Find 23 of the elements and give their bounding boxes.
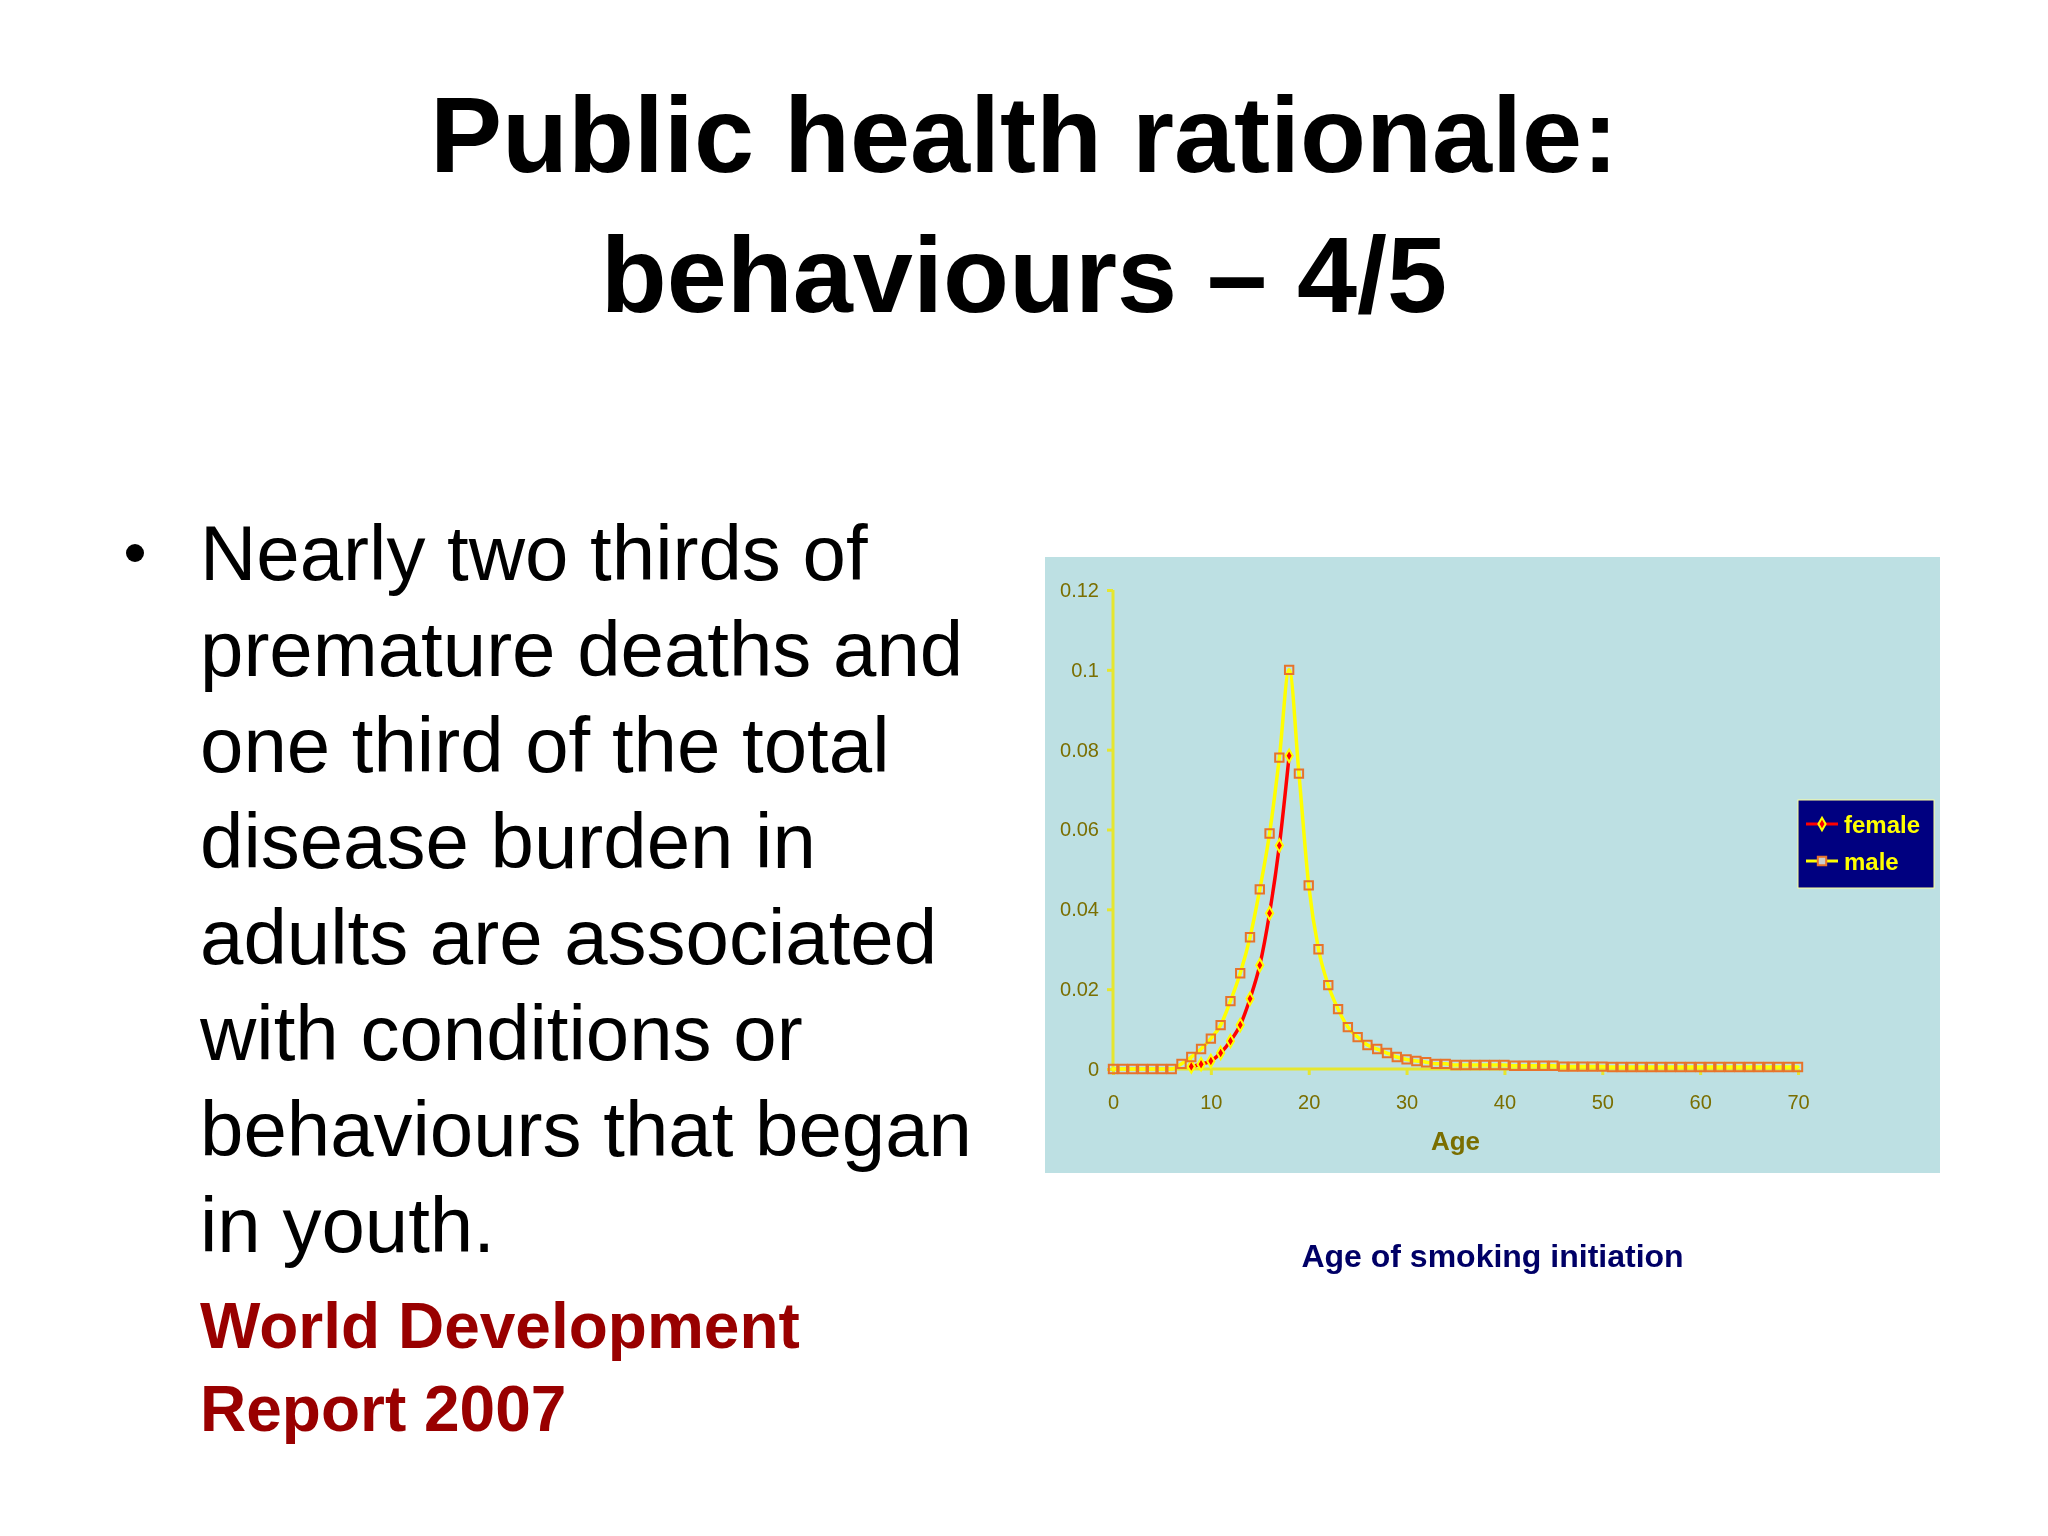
y-tick-label: 0.06 (1060, 818, 1099, 841)
chart-title: Public health rationale: behaviours – 4/5 (428, 73, 1620, 337)
x-tick-label: 10 (1200, 1091, 1223, 1114)
y-tick-label: 0.12 (1060, 578, 1099, 601)
x-tick-label: 60 (1689, 1091, 1712, 1114)
x-axis-title: Age (1430, 1126, 1481, 1156)
text: Nearly two thirds of premature deaths and one third of the total disease burden in adults are associated with conditions or behaviours that began in youth. (200, 508, 973, 1271)
text: World Development Report 2007 (200, 1289, 801, 1447)
point (1264, 906, 1275, 921)
y-tick-label: 0.08 (1060, 738, 1099, 761)
legend-label: male (1844, 848, 1899, 875)
y-tick-label: 0.1 (1071, 658, 1099, 681)
legend-label: female (1844, 811, 1921, 838)
text: Age of smoking initiation (1300, 1238, 1685, 1275)
x-tick-label: 0 (1107, 1091, 1120, 1114)
y-tick-label: 0 (1087, 1057, 1099, 1080)
x-tick-label: 20 (1298, 1091, 1321, 1114)
y-tick-label: 0.04 (1060, 898, 1099, 921)
x-tick-label: 70 (1787, 1091, 1810, 1114)
y-tick-label: 0.02 (1060, 978, 1099, 1001)
x-tick-label: 50 (1591, 1091, 1614, 1114)
x-tick-label: 30 (1395, 1091, 1419, 1114)
x-tick-label: 40 (1493, 1091, 1517, 1114)
